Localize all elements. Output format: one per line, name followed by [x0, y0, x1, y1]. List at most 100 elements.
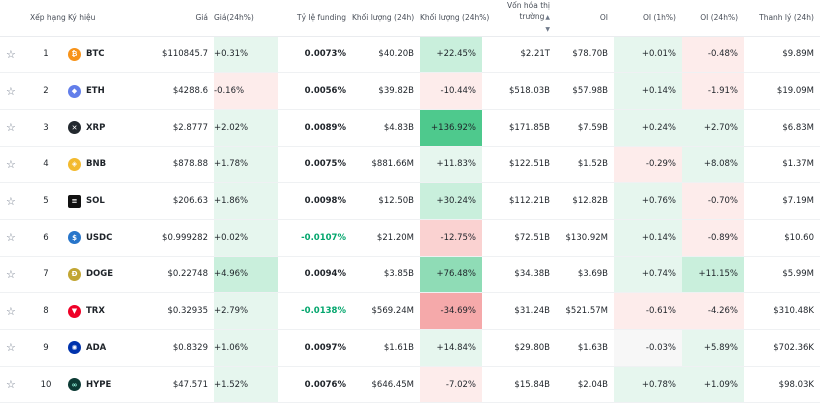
price-cell: $47.571 [130, 366, 214, 403]
favorite-star-icon[interactable]: ☆ [0, 329, 30, 367]
oi-24h-cell: +5.89% [682, 329, 744, 367]
sort-icon[interactable]: ▲ ▼ [545, 14, 550, 34]
symbol-label: XRP [86, 122, 106, 133]
rank-cell: 3 [30, 109, 68, 147]
market-cap-cell: $72.51B [482, 219, 556, 257]
table-row[interactable]: ☆ 8 ▼ TRX $0.32935 +2.79% -0.0138% $569.2… [0, 292, 820, 330]
oi-cell: $1.52B [556, 146, 614, 184]
favorite-star-icon[interactable]: ☆ [0, 366, 30, 403]
funding-rate-cell: 0.0094% [278, 256, 352, 294]
symbol-cell[interactable]: ◈ BNB [68, 146, 130, 184]
price-change-cell: +2.79% [214, 292, 278, 330]
header-price[interactable]: Giá [130, 0, 214, 37]
table-row[interactable]: ☆ 4 ◈ BNB $878.88 +1.78% 0.0075% $881.66M… [0, 146, 820, 184]
oi-24h-cell: +11.15% [682, 256, 744, 294]
symbol-cell[interactable]: ✕ XRP [68, 109, 130, 147]
favorite-star-icon[interactable]: ☆ [0, 256, 30, 294]
header-oi-24h-label: OI (24h%) [700, 13, 738, 23]
favorite-star-icon[interactable]: ☆ [0, 72, 30, 110]
price-change-cell: +1.78% [214, 146, 278, 184]
symbol-label: ADA [86, 342, 107, 353]
market-cap-cell: $518.03B [482, 72, 556, 110]
oi-cell: $7.59B [556, 109, 614, 147]
favorite-star-icon[interactable]: ☆ [0, 36, 30, 74]
oi-1h-cell: +0.76% [614, 182, 682, 220]
header-market-cap[interactable]: Vốn hóa thị trường▲ ▼ [482, 0, 556, 37]
symbol-cell[interactable]: ≡ SOL [68, 182, 130, 220]
header-symbol[interactable]: Ký hiệu [68, 0, 130, 37]
symbol-cell[interactable]: ▼ TRX [68, 292, 130, 330]
table-row[interactable]: ☆ 9 ✺ ADA $0.8329 +1.06% 0.0097% $1.61B +… [0, 329, 820, 367]
symbol-cell[interactable]: ◆ ETH [68, 72, 130, 110]
price-change-cell: +1.52% [214, 366, 278, 403]
symbol-cell[interactable]: Ð DOGE [68, 256, 130, 294]
oi-cell: $1.63B [556, 329, 614, 367]
header-liquidation[interactable]: Thanh lý (24h) [744, 0, 820, 37]
header-volume[interactable]: Khối lượng (24h) [352, 0, 420, 37]
favorite-star-icon[interactable]: ☆ [0, 219, 30, 257]
market-cap-cell: $122.51B [482, 146, 556, 184]
oi-24h-cell: -0.48% [682, 36, 744, 74]
oi-24h-cell: +1.09% [682, 366, 744, 403]
usdc-icon: $ [68, 231, 81, 245]
volume-cell: $40.20B [352, 36, 420, 74]
oi-cell: $2.04B [556, 366, 614, 403]
symbol-label: HYPE [86, 379, 112, 390]
oi-24h-cell: -0.70% [682, 182, 744, 220]
price-change-cell: +4.96% [214, 256, 278, 294]
symbol-cell[interactable]: ∞ HYPE [68, 366, 130, 403]
table-row[interactable]: ☆ 7 Ð DOGE $0.22748 +4.96% 0.0094% $3.85B… [0, 256, 820, 294]
table-row[interactable]: ☆ 3 ✕ XRP $2.8777 +2.02% 0.0089% $4.83B +… [0, 109, 820, 147]
funding-rate-cell: -0.0138% [278, 292, 352, 330]
table-row[interactable]: ☆ 6 $ USDC $0.999282 +0.02% -0.0107% $21.… [0, 219, 820, 257]
header-rank[interactable]: Xếp hạng [30, 0, 68, 37]
oi-1h-cell: +0.14% [614, 72, 682, 110]
rank-cell: 7 [30, 256, 68, 294]
favorite-star-icon[interactable]: ☆ [0, 146, 30, 184]
price-cell: $0.8329 [130, 329, 214, 367]
favorite-star-icon[interactable]: ☆ [0, 109, 30, 147]
table-row[interactable]: ☆ 5 ≡ SOL $206.63 +1.86% 0.0098% $12.50B … [0, 182, 820, 220]
header-liquidation-label: Thanh lý (24h) [759, 13, 814, 23]
oi-24h-cell: -1.91% [682, 72, 744, 110]
xrp-icon: ✕ [68, 121, 81, 135]
favorite-star-icon[interactable]: ☆ [0, 182, 30, 220]
volume-change-cell: +14.84% [420, 329, 482, 367]
header-oi-1h[interactable]: OI (1h%) [614, 0, 682, 37]
market-cap-cell: $171.85B [482, 109, 556, 147]
rank-cell: 4 [30, 146, 68, 184]
header-rank-label: Xếp hạng [30, 13, 66, 23]
volume-change-cell: +76.48% [420, 256, 482, 294]
bitcoin-icon: ₿ [68, 47, 81, 61]
symbol-label: TRX [86, 306, 105, 317]
price-cell: $110845.7 [130, 36, 214, 74]
funding-rate-cell: 0.0073% [278, 36, 352, 74]
header-oi[interactable]: OI [556, 0, 614, 37]
volume-change-cell: -7.02% [420, 366, 482, 403]
volume-cell: $3.85B [352, 256, 420, 294]
tron-icon: ▼ [68, 304, 81, 318]
liquidation-cell: $10.60 [744, 219, 820, 257]
header-volume-label: Khối lượng (24h) [352, 13, 415, 23]
price-cell: $878.88 [130, 146, 214, 184]
rank-cell: 8 [30, 292, 68, 330]
symbol-cell[interactable]: ✺ ADA [68, 329, 130, 367]
symbol-cell[interactable]: ₿ BTC [68, 36, 130, 74]
table-row[interactable]: ☆ 10 ∞ HYPE $47.571 +1.52% 0.0076% $646.4… [0, 366, 820, 403]
header-volume-change[interactable]: Khối lượng (24h%) [420, 0, 489, 37]
header-price-change[interactable]: Giá(24h%) [214, 0, 278, 37]
volume-change-cell: +11.83% [420, 146, 482, 184]
oi-1h-cell: +0.78% [614, 366, 682, 403]
header-funding-rate[interactable]: Tỷ lệ funding [278, 0, 352, 37]
volume-change-cell: -10.44% [420, 72, 482, 110]
table-row[interactable]: ☆ 1 ₿ BTC $110845.7 +0.31% 0.0073% $40.20… [0, 36, 820, 74]
funding-rate-cell: 0.0075% [278, 146, 352, 184]
table-row[interactable]: ☆ 2 ◆ ETH $4288.6 -0.16% 0.0056% $39.82B … [0, 72, 820, 110]
favorite-star-icon[interactable]: ☆ [0, 292, 30, 330]
header-oi-24h[interactable]: OI (24h%) [682, 0, 744, 37]
header-market-cap-label: Vốn hóa thị trường [507, 1, 550, 22]
oi-24h-cell: -4.26% [682, 292, 744, 330]
volume-cell: $21.20M [352, 219, 420, 257]
symbol-cell[interactable]: $ USDC [68, 219, 130, 257]
